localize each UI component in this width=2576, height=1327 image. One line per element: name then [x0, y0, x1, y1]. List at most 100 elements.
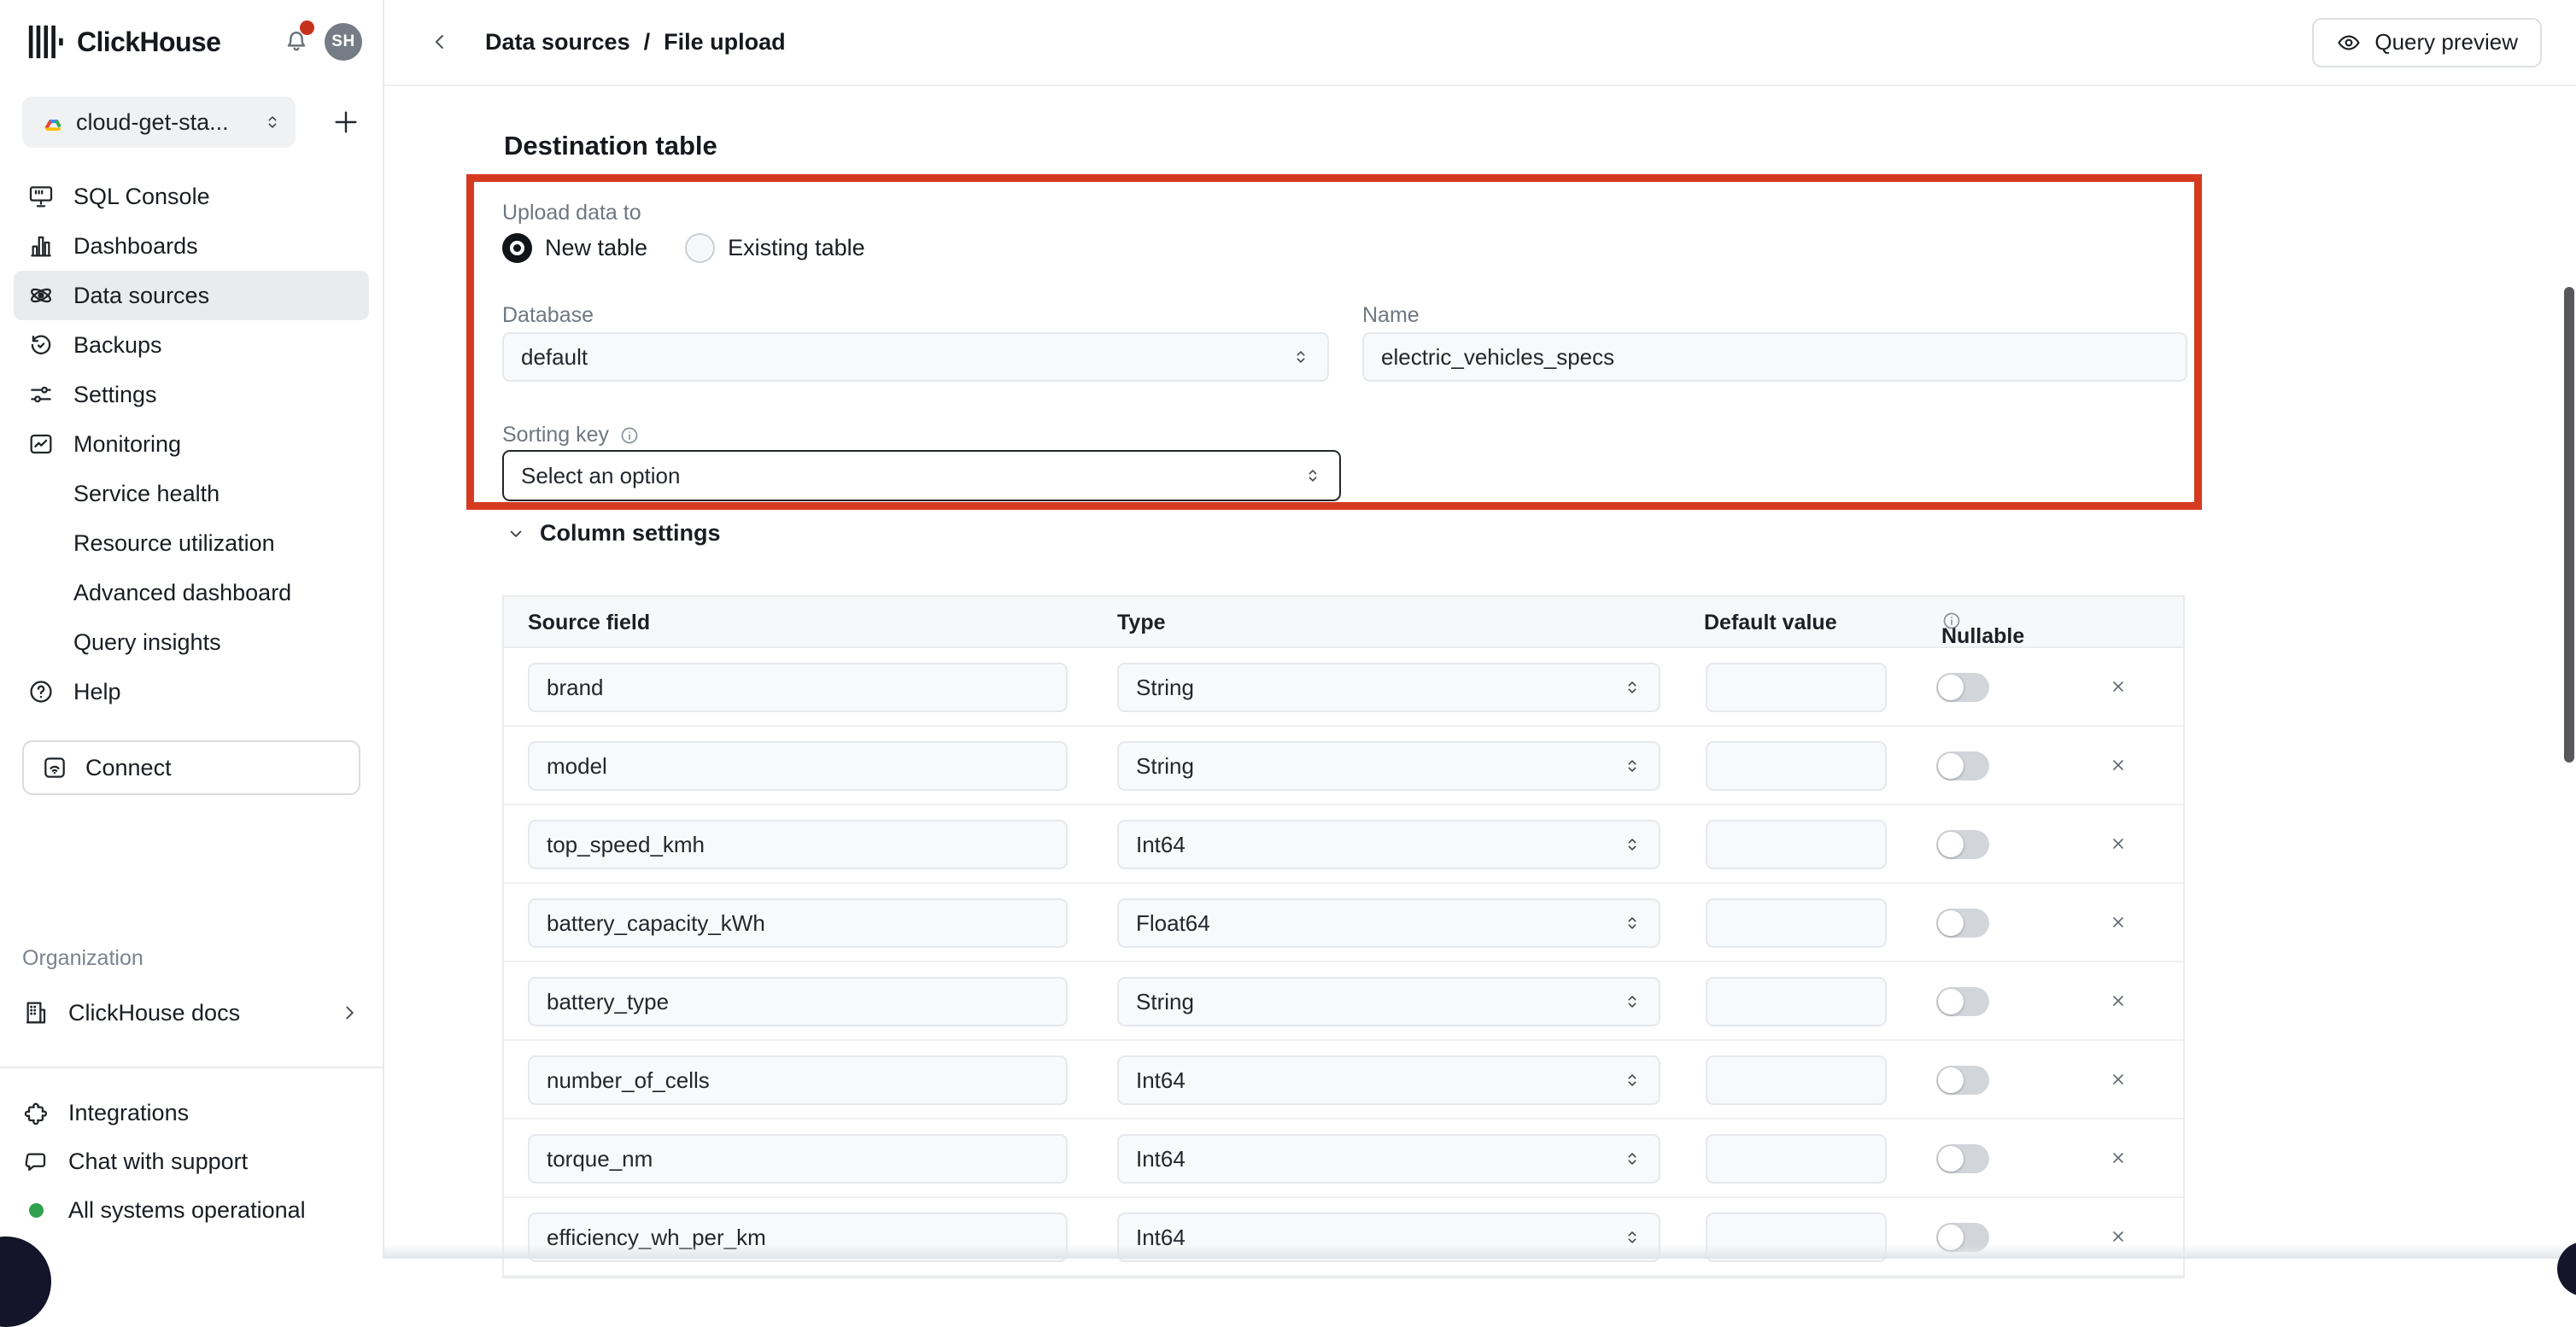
x-icon: [2113, 916, 2123, 927]
remove-row-button[interactable]: [2103, 986, 2134, 1017]
page-header: Data sources / File upload Query preview: [384, 0, 2576, 86]
type-select[interactable]: Int64: [1117, 1134, 1660, 1184]
type-value: String: [1136, 988, 1194, 1014]
remove-row-button[interactable]: [2103, 829, 2134, 860]
default-value-input[interactable]: [1706, 741, 1887, 791]
remove-row-button[interactable]: [2103, 672, 2134, 703]
remove-row-button[interactable]: [2103, 1222, 2134, 1253]
sidebar-item-sql-console[interactable]: SQL Console: [14, 172, 369, 221]
default-value-input[interactable]: [1706, 663, 1887, 712]
status-label: All systems operational: [68, 1197, 306, 1223]
sidebar-item-monitoring[interactable]: Monitoring: [14, 419, 369, 469]
radio-new-table[interactable]: New table: [502, 233, 647, 263]
system-status[interactable]: All systems operational: [22, 1186, 360, 1235]
avatar[interactable]: SH: [325, 23, 362, 61]
chevron-down-icon: [510, 530, 522, 537]
source-field-input[interactable]: [528, 1055, 1068, 1105]
upload-settings-highlight: Upload data to New table Existing table …: [466, 174, 2202, 510]
settings-icon: [31, 386, 51, 403]
x-icon: [2113, 1073, 2123, 1084]
vertical-scrollbar[interactable]: [2564, 287, 2574, 763]
sidebar-item-resource-utilization[interactable]: Resource utilization: [14, 518, 369, 568]
sidebar-divider: [0, 1067, 383, 1068]
chevron-up-down-icon: [1308, 470, 1317, 482]
organization-label: Organization: [22, 946, 143, 970]
sidebar-nav: SQL Console Dashboards Data sources Back…: [0, 172, 383, 716]
connect-button[interactable]: Connect: [22, 740, 360, 795]
notifications-button[interactable]: [282, 20, 314, 59]
default-value-input[interactable]: [1706, 977, 1887, 1026]
source-field-input[interactable]: [528, 898, 1068, 948]
sorting-key-select[interactable]: Select an option: [502, 450, 1341, 501]
sidebar-item-label: Query insights: [73, 628, 221, 655]
sidebar-item-chat-support[interactable]: Chat with support: [22, 1137, 360, 1186]
nullable-toggle[interactable]: [1936, 1144, 1989, 1173]
type-value: Int64: [1136, 1145, 1186, 1172]
upload-data-to-label: Upload data to: [502, 201, 641, 225]
column-settings-label: Column settings: [540, 520, 721, 546]
source-field-input[interactable]: [528, 820, 1068, 869]
sidebar-item-settings[interactable]: Settings: [14, 370, 369, 419]
default-value-input[interactable]: [1706, 820, 1887, 869]
source-field-input[interactable]: [528, 1134, 1068, 1184]
nullable-toggle[interactable]: [1936, 673, 1989, 702]
sidebar-item-query-insights[interactable]: Query insights: [14, 617, 369, 667]
query-preview-label: Query preview: [2374, 29, 2518, 55]
service-selector[interactable]: cloud-get-sta...: [22, 96, 296, 148]
table-name-input[interactable]: [1362, 332, 2187, 382]
source-field-input[interactable]: [528, 741, 1068, 791]
breadcrumb-data-sources[interactable]: Data sources: [485, 29, 630, 55]
sidebar-item-backups[interactable]: Backups: [14, 320, 369, 370]
remove-row-button[interactable]: [2103, 1065, 2134, 1096]
nullable-toggle[interactable]: [1936, 751, 1989, 780]
query-preview-button[interactable]: Query preview: [2312, 17, 2542, 67]
default-value-input[interactable]: [1706, 898, 1887, 948]
database-select[interactable]: default: [502, 332, 1329, 382]
nullable-toggle[interactable]: [1936, 830, 1989, 859]
type-select[interactable]: Float64: [1117, 898, 1660, 948]
sidebar-item-integrations[interactable]: Integrations: [22, 1089, 360, 1137]
remove-row-button[interactable]: [2103, 1143, 2134, 1174]
sidebar-item-dashboards[interactable]: Dashboards: [14, 221, 369, 271]
database-value: default: [521, 343, 588, 370]
source-field-input[interactable]: [528, 663, 1068, 712]
type-select[interactable]: Int64: [1117, 1055, 1660, 1105]
type-select[interactable]: String: [1117, 741, 1660, 791]
type-select[interactable]: String: [1117, 663, 1660, 712]
back-button[interactable]: [427, 30, 453, 56]
table-row: Float64: [504, 884, 2183, 962]
sidebar-item-label: Advanced dashboard: [73, 579, 292, 605]
sidebar-item-label: Data sources: [73, 282, 210, 308]
source-field-input[interactable]: [528, 977, 1068, 1026]
table-name-label: Name: [1362, 303, 1420, 327]
table-row: String: [504, 962, 2183, 1041]
type-select[interactable]: Int64: [1117, 820, 1660, 869]
radio-existing-table[interactable]: Existing table: [685, 233, 865, 263]
type-select[interactable]: String: [1117, 977, 1660, 1026]
sidebar-item-clickhouse-docs[interactable]: ClickHouse docs: [22, 988, 360, 1038]
sidebar-item-label: Monitoring: [73, 430, 182, 457]
default-value-input[interactable]: [1706, 1055, 1887, 1105]
sidebar-item-advanced-dashboard[interactable]: Advanced dashboard: [14, 568, 369, 617]
nullable-toggle[interactable]: [1936, 987, 1989, 1016]
clickhouse-logo-icon: [28, 25, 63, 59]
remove-row-button[interactable]: [2103, 751, 2134, 781]
add-service-button[interactable]: [331, 108, 360, 137]
chevron-up-down-icon: [1628, 1074, 1636, 1086]
default-value-input[interactable]: [1706, 1134, 1887, 1184]
column-settings-toggle[interactable]: Column settings: [506, 520, 721, 547]
sidebar-item-label: Resource utilization: [73, 529, 275, 556]
x-icon: [2113, 995, 2123, 1006]
sidebar-item-help[interactable]: Help: [14, 667, 369, 716]
nullable-toggle[interactable]: [1936, 909, 1989, 938]
building-icon: [26, 1002, 46, 1024]
chevron-up-down-icon: [1628, 1153, 1636, 1165]
sidebar-item-service-health[interactable]: Service health: [14, 469, 369, 518]
chevron-up-down-icon: [268, 116, 277, 128]
remove-row-button[interactable]: [2103, 908, 2134, 938]
sidebar-item-label: SQL Console: [73, 183, 210, 209]
service-name: cloud-get-sta...: [76, 108, 229, 135]
table-row: String: [504, 727, 2183, 805]
sidebar-item-data-sources[interactable]: Data sources: [14, 271, 369, 320]
nullable-toggle[interactable]: [1936, 1066, 1989, 1095]
